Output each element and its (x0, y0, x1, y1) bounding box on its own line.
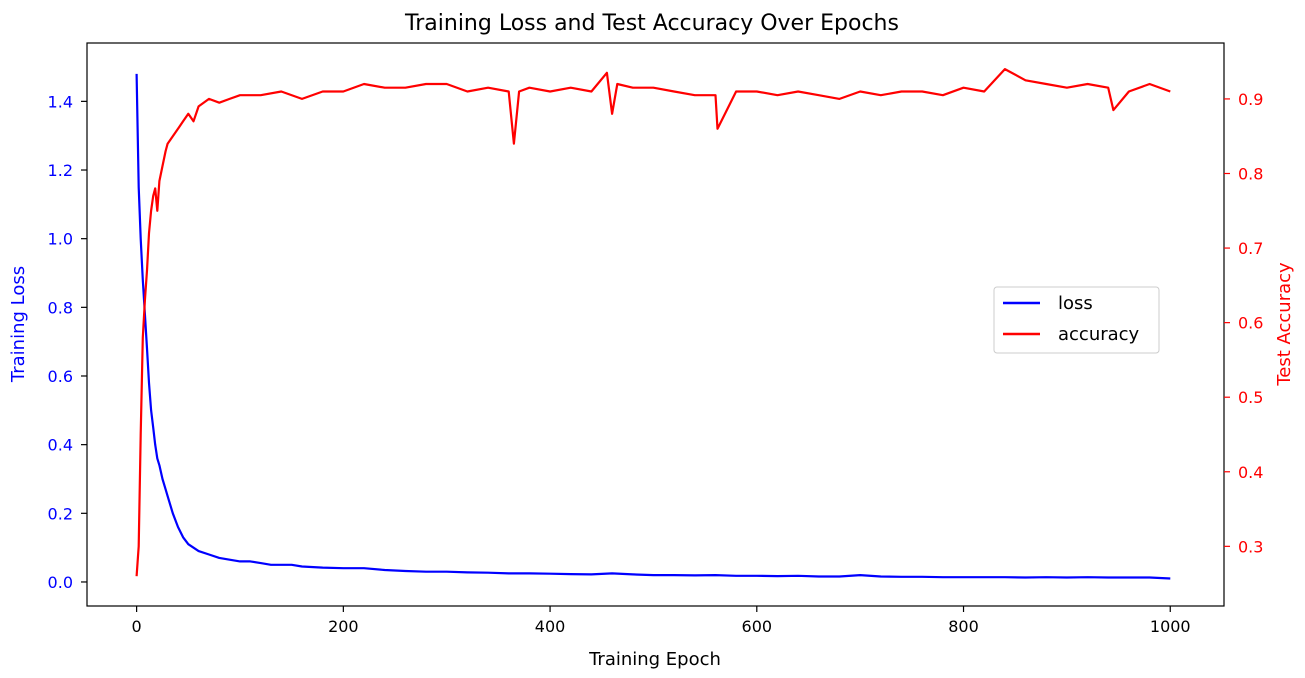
left-tick-label: 0.2 (48, 504, 73, 523)
series-line-accuracy (135, 67, 1171, 577)
x-tick-label: 600 (742, 617, 773, 636)
x-tick-label: 400 (535, 617, 566, 636)
left-axis-label: Training Loss (8, 266, 29, 383)
legend-label-loss: loss (1058, 293, 1093, 314)
plot-frame (86, 42, 1225, 607)
x-tick-label: 200 (328, 617, 359, 636)
left-axis-ticks: 0.0 0.2 0.4 0.6 0.8 1.0 1.2 1.4 (48, 92, 87, 592)
x-tick-label: 0 (132, 617, 142, 636)
legend-label-accuracy: accuracy (1058, 324, 1140, 345)
left-tick-label: 1.2 (48, 161, 73, 180)
right-tick-label: 0.5 (1238, 388, 1263, 407)
left-tick-label: 0.0 (48, 573, 73, 592)
left-tick-label: 0.8 (48, 298, 73, 317)
right-tick-label: 0.8 (1238, 164, 1263, 183)
left-tick-label: 1.4 (48, 92, 73, 111)
right-tick-label: 0.3 (1238, 537, 1263, 556)
x-tick-label: 800 (948, 617, 979, 636)
series-line-loss (135, 73, 1171, 580)
right-tick-label: 0.6 (1238, 314, 1263, 333)
left-tick-label: 0.4 (48, 436, 73, 455)
series-layer (135, 67, 1171, 580)
chart-title: Training Loss and Test Accuracy Over Epo… (404, 11, 899, 36)
x-axis-ticks: 0 200 400 600 800 1000 (132, 606, 1191, 636)
right-tick-label: 0.9 (1238, 90, 1263, 109)
right-axis-label: Test Accuracy (1274, 262, 1295, 387)
left-tick-label: 0.6 (48, 367, 73, 386)
legend: loss accuracy (993, 286, 1160, 354)
right-axis-ticks: 0.3 0.4 0.5 0.6 0.7 0.8 0.9 (1224, 90, 1263, 556)
x-axis-label: Training Epoch (588, 649, 721, 670)
left-tick-label: 1.0 (48, 230, 73, 249)
right-tick-label: 0.7 (1238, 239, 1263, 258)
right-tick-label: 0.4 (1238, 463, 1263, 482)
x-tick-label: 1000 (1150, 617, 1191, 636)
